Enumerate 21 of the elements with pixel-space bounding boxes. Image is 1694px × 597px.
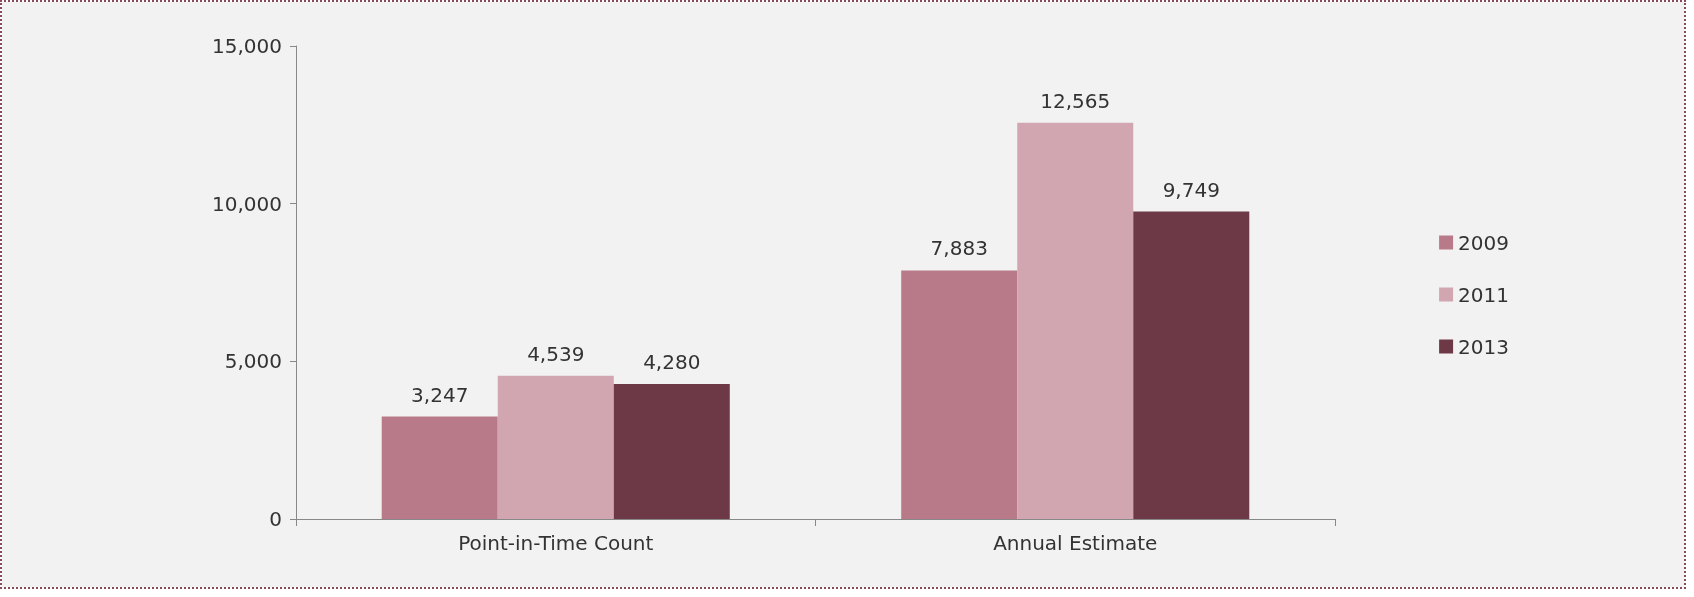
bar bbox=[381, 416, 498, 519]
data-label: 4,280 bbox=[643, 350, 701, 375]
data-label: 4,539 bbox=[527, 341, 585, 366]
bar bbox=[1017, 122, 1134, 519]
bar bbox=[1133, 211, 1250, 519]
legend-label: 2013 bbox=[1458, 334, 1510, 359]
y-tick-label: 15,000 bbox=[212, 34, 282, 58]
bar bbox=[613, 384, 730, 519]
data-label: 7,883 bbox=[930, 236, 988, 261]
data-label: 3,247 bbox=[411, 382, 469, 407]
legend-label: 2009 bbox=[1458, 230, 1510, 255]
bar bbox=[497, 375, 614, 519]
data-label: 9,749 bbox=[1162, 177, 1220, 202]
y-tick-label: 0 bbox=[269, 507, 282, 531]
y-tick-label: 5,000 bbox=[224, 349, 282, 374]
x-tick-label: Point-in-Time Count bbox=[458, 531, 654, 555]
y-tick-label: 10,000 bbox=[212, 191, 282, 216]
bar bbox=[901, 270, 1018, 519]
legend-label: 2011 bbox=[1458, 282, 1510, 307]
data-label: 12,565 bbox=[1040, 88, 1111, 113]
x-tick-label: Annual Estimate bbox=[993, 531, 1158, 555]
